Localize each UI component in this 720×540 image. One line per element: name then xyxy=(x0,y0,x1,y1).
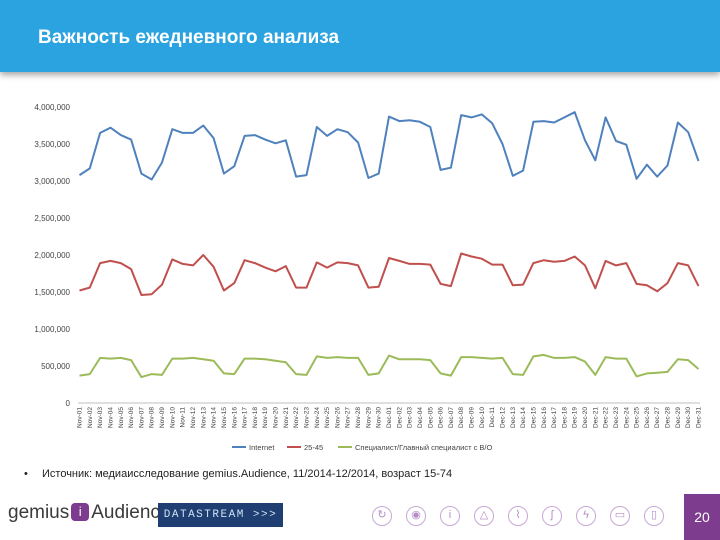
x-tick-label: Nov-12 xyxy=(190,407,197,428)
x-tick-label: Dec-10 xyxy=(479,407,486,428)
x-tick-label: Dec-04 xyxy=(417,407,424,428)
mountain-icon: △ xyxy=(474,506,494,526)
x-tick-label: Dec-01 xyxy=(386,407,393,428)
x-tick-label: Dec-19 xyxy=(572,407,579,428)
y-tick-label: 3,000,000 xyxy=(34,177,70,186)
x-tick-label: Dec-16 xyxy=(541,407,548,428)
x-tick-label: Nov-30 xyxy=(376,407,383,428)
link-icon: ↻ xyxy=(372,506,392,526)
x-tick-label: Dec-12 xyxy=(499,407,506,428)
legend-label: Internet xyxy=(249,443,275,452)
series-line xyxy=(78,111,700,181)
x-tick-label: Dec-30 xyxy=(685,407,692,428)
x-tick-label: Nov-15 xyxy=(221,407,228,428)
x-tick-label: Nov-11 xyxy=(180,407,187,428)
series-line xyxy=(79,252,700,296)
x-tick-label: Nov-08 xyxy=(149,407,156,428)
logo-text-audience: Audience xyxy=(91,502,171,523)
x-tick-label: Nov-25 xyxy=(324,407,331,428)
x-tick-label: Nov-24 xyxy=(314,407,321,428)
y-tick-label: 2,000,000 xyxy=(34,251,70,260)
x-tick-label: Dec-18 xyxy=(561,407,568,428)
location-icon: ◉ xyxy=(406,506,426,526)
x-tick-label: Nov-23 xyxy=(303,407,310,428)
lightning-icon: ϟ xyxy=(576,506,596,526)
x-tick-label: Nov-19 xyxy=(262,407,269,428)
category-icons: ↻ ◉ i △ ⌇ ∫ ϟ ▭ ▯ xyxy=(372,506,672,532)
x-tick-label: Nov-22 xyxy=(293,407,300,428)
x-tick-label: Dec-21 xyxy=(592,407,599,428)
series-line xyxy=(79,353,700,379)
x-tick-label: Nov-04 xyxy=(107,407,114,428)
x-tick-label: Dec-27 xyxy=(654,407,661,428)
x-tick-label: Dec-09 xyxy=(469,407,476,428)
x-tick-label: Dec-05 xyxy=(427,407,434,428)
x-tick-label: Nov-03 xyxy=(97,407,104,428)
x-tick-label: Dec-14 xyxy=(520,407,527,428)
x-tick-label: Dec-17 xyxy=(551,407,558,428)
x-tick-label: Dec-22 xyxy=(603,407,610,428)
flame-icon: ∫ xyxy=(542,506,562,526)
y-tick-label: 1,500,000 xyxy=(34,288,70,297)
x-tick-label: Nov-13 xyxy=(200,407,207,428)
x-tick-label: Dec-07 xyxy=(448,407,455,428)
x-tick-label: Dec-25 xyxy=(634,407,641,428)
y-tick-label: 1,000,000 xyxy=(34,325,70,334)
y-tick-label: 4,000,000 xyxy=(34,103,70,112)
header-bar: Важность ежедневного анализа xyxy=(0,0,720,72)
legend-label: 25-45 xyxy=(304,443,323,452)
x-tick-label: Dec-23 xyxy=(613,407,620,428)
x-tick-label: Nov-26 xyxy=(334,407,341,428)
x-tick-label: Nov-05 xyxy=(118,407,125,428)
x-tick-label: Nov-20 xyxy=(273,407,280,428)
logo-text-gemius: gemius xyxy=(8,502,70,523)
y-tick-label: 2,500,000 xyxy=(34,214,70,223)
gemius-audience-logo: gemius i Audience xyxy=(8,502,170,524)
line-chart: 0 500,000 1,000,000 1,500,000 2,000,000 2,500… xyxy=(34,103,703,452)
x-tick-label: Nov-29 xyxy=(365,407,372,428)
x-tick-label: Nov-21 xyxy=(283,407,290,428)
page-number: 20 xyxy=(684,494,720,540)
x-tick-label: Dec-29 xyxy=(675,407,682,428)
y-tick-label: 0 xyxy=(66,399,71,408)
y-tick-label: 500,000 xyxy=(41,362,70,371)
x-tick-label: Nov-14 xyxy=(211,407,218,428)
x-tick-label: Dec-15 xyxy=(530,407,537,428)
x-tick-label: Nov-10 xyxy=(169,407,176,428)
x-tick-label: Dec-31 xyxy=(696,407,703,428)
x-tick-label: Dec-08 xyxy=(458,407,465,428)
x-tick-label: Nov-17 xyxy=(242,407,249,428)
x-tick-label: Dec-26 xyxy=(644,407,651,428)
source-note: • Источник: медиаисследование gemius.Audi… xyxy=(24,468,452,480)
x-tick-label: Nov-02 xyxy=(87,407,94,428)
x-tick-label: Dec-24 xyxy=(623,407,630,428)
x-tick-label: Dec-06 xyxy=(438,407,445,428)
x-tick-label: Dec-03 xyxy=(407,407,414,428)
source-text: Источник: медиаисследование gemius.Audie… xyxy=(42,468,453,480)
datastream-logo: DATASTREAM >>> xyxy=(158,503,283,527)
cart-icon: ▭ xyxy=(610,506,630,526)
legend-label: Специалист/Главный специалист с В/О xyxy=(355,443,493,452)
page-title: Важность ежедневного анализа xyxy=(38,27,340,48)
x-tick-label: Nov-06 xyxy=(128,407,135,428)
x-tick-label: Dec-02 xyxy=(396,407,403,428)
x-tick-label: Nov-28 xyxy=(355,407,362,428)
bullet: • xyxy=(24,468,28,480)
x-tick-label: Nov-18 xyxy=(252,407,259,428)
x-tick-label: Nov-09 xyxy=(159,407,166,428)
x-tick-label: Dec-20 xyxy=(582,407,589,428)
x-tick-label: Dec-28 xyxy=(665,407,672,428)
y-tick-label: 3,500,000 xyxy=(34,140,70,149)
x-tick-label: Nov-27 xyxy=(345,407,352,428)
logo-mark: i xyxy=(71,503,90,521)
x-tick-label: Nov-01 xyxy=(77,407,84,428)
audience-icon: i xyxy=(440,506,460,526)
x-tick-label: Nov-07 xyxy=(138,407,145,428)
mobile-icon: ▯ xyxy=(644,506,664,526)
x-tick-label: Dec-11 xyxy=(489,407,496,428)
x-tick-label: Nov-16 xyxy=(231,407,238,428)
x-tick-label: Dec-13 xyxy=(510,407,517,428)
chart-icon: ⌇ xyxy=(508,506,528,526)
